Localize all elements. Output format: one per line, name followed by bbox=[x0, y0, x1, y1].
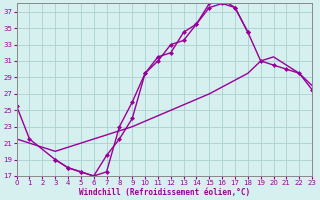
X-axis label: Windchill (Refroidissement éolien,°C): Windchill (Refroidissement éolien,°C) bbox=[79, 188, 250, 197]
